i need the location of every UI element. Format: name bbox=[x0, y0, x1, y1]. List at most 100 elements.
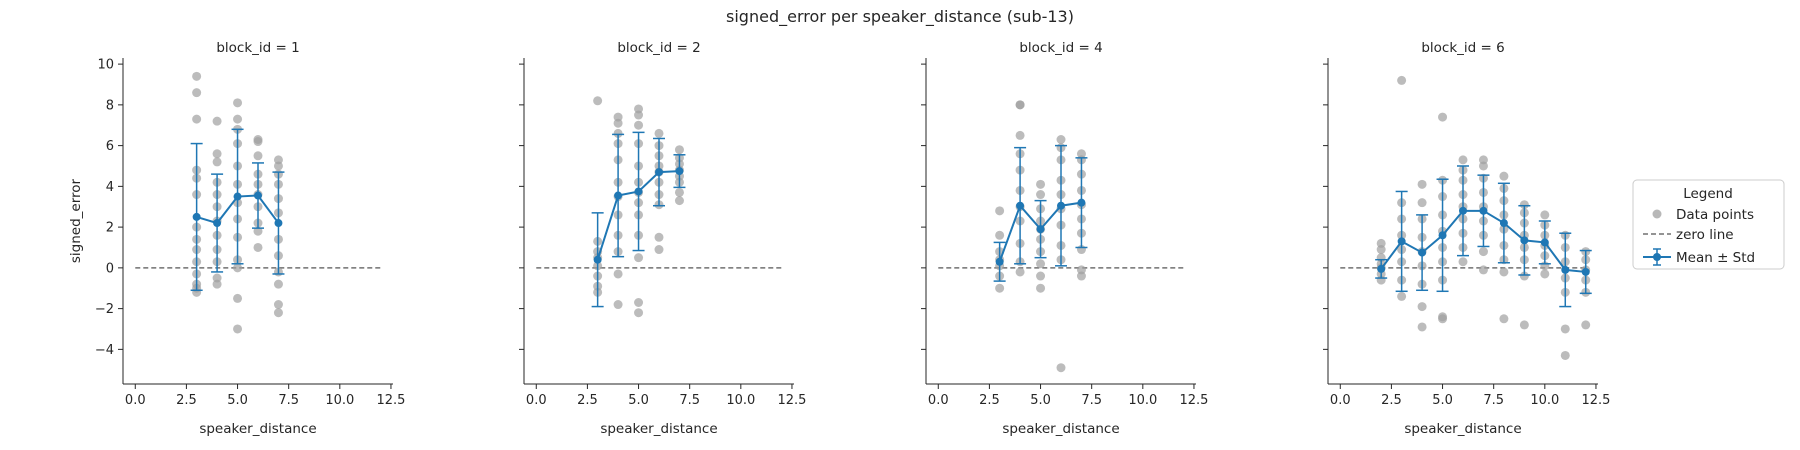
x-axis-label: speaker_distance bbox=[199, 421, 316, 437]
data-point bbox=[1036, 259, 1046, 269]
data-point bbox=[674, 145, 684, 155]
x-tick-label: 10.0 bbox=[1128, 393, 1157, 408]
figure-title: signed_error per speaker_distance (sub-1… bbox=[726, 7, 1074, 27]
data-point bbox=[654, 245, 664, 255]
x-tick-label: 10.0 bbox=[325, 393, 354, 408]
mean-point bbox=[1561, 265, 1570, 274]
y-tick-label: −2 bbox=[95, 302, 114, 317]
mean-point bbox=[1581, 267, 1590, 276]
data-point bbox=[273, 161, 283, 171]
data-point bbox=[1417, 198, 1427, 208]
mean-point bbox=[1016, 201, 1025, 210]
y-tick-label: 2 bbox=[106, 221, 114, 236]
legend: Legend Data points zero line Mean ± Std bbox=[1632, 179, 1785, 270]
mean-point bbox=[655, 168, 663, 177]
x-tick-label: 2.5 bbox=[979, 393, 1000, 408]
data-point bbox=[212, 116, 222, 126]
data-point bbox=[273, 308, 283, 318]
data-point bbox=[1519, 200, 1529, 210]
mean-point bbox=[192, 212, 201, 221]
data-point bbox=[1540, 210, 1550, 220]
data-point bbox=[253, 137, 263, 147]
mean-point bbox=[614, 191, 623, 200]
data-point bbox=[995, 206, 1005, 216]
data-point bbox=[1015, 267, 1025, 277]
data-point bbox=[593, 96, 603, 106]
data-point bbox=[1458, 155, 1468, 165]
legend-mean-marker bbox=[1643, 248, 1671, 266]
data-point bbox=[634, 308, 644, 318]
x-axis-label: speaker_distance bbox=[1002, 421, 1119, 437]
mean-point bbox=[1077, 198, 1086, 207]
y-axis-label: signed_error bbox=[68, 178, 84, 263]
mean-point bbox=[1438, 231, 1447, 240]
data-point bbox=[1397, 75, 1407, 85]
data-point bbox=[192, 71, 202, 81]
mean-point bbox=[1418, 248, 1427, 257]
mean-point bbox=[213, 219, 222, 228]
mean-point bbox=[1479, 206, 1488, 215]
x-tick-label: 12.5 bbox=[1581, 393, 1610, 408]
data-point bbox=[233, 324, 243, 334]
y-tick-label: 0 bbox=[106, 261, 114, 276]
data-point bbox=[654, 232, 664, 242]
legend-title: Legend bbox=[1683, 186, 1733, 202]
legend-frame bbox=[1632, 179, 1785, 270]
data-point bbox=[1438, 314, 1448, 324]
mean-point bbox=[1499, 219, 1508, 228]
x-axis-label: speaker_distance bbox=[1404, 421, 1521, 437]
data-point bbox=[192, 114, 202, 124]
data-point bbox=[1478, 247, 1488, 257]
mean-point bbox=[274, 219, 283, 228]
data-point bbox=[1458, 257, 1468, 267]
data-point bbox=[1056, 135, 1066, 144]
x-tick-label: 7.5 bbox=[278, 393, 299, 408]
data-point bbox=[995, 283, 1005, 293]
data-point bbox=[212, 149, 222, 159]
panel-title: block_id = 4 bbox=[1019, 40, 1102, 56]
y-tick-label: −4 bbox=[95, 343, 114, 358]
x-tick-label: 5.0 bbox=[1432, 393, 1453, 408]
data-point bbox=[212, 279, 222, 289]
data-point bbox=[1397, 291, 1407, 301]
panel-title: block_id = 6 bbox=[1421, 40, 1504, 56]
x-tick-label: 5.0 bbox=[628, 393, 649, 408]
data-point bbox=[674, 187, 684, 197]
data-point bbox=[1540, 269, 1550, 279]
legend-points-marker bbox=[1652, 209, 1662, 219]
x-axis-label: speaker_distance bbox=[600, 421, 717, 437]
x-tick-label: 2.5 bbox=[176, 393, 197, 408]
y-tick-label: 6 bbox=[106, 139, 114, 154]
data-point bbox=[1499, 314, 1509, 324]
mean-point bbox=[1459, 206, 1467, 215]
panel-1: 0.0 2.5 5.0 7.5 10.0 12.5 −4 −2 0 2 4 6 8 10 block_id … bbox=[68, 40, 405, 437]
data-point bbox=[1519, 271, 1529, 281]
data-point bbox=[1560, 350, 1570, 360]
data-point bbox=[613, 269, 623, 279]
data-point bbox=[253, 151, 263, 161]
y-tick-label: 8 bbox=[106, 98, 114, 113]
panel-3: 0.0 2.5 5.0 7.5 10.0 12.5 block_id = 4 speaker_… bbox=[921, 40, 1208, 437]
data-point bbox=[1015, 100, 1025, 110]
mean-point bbox=[1520, 236, 1529, 245]
data-point bbox=[192, 88, 202, 98]
mean-point bbox=[995, 257, 1004, 266]
legend-label-points: Data points bbox=[1676, 207, 1754, 223]
data-point bbox=[1036, 190, 1046, 200]
x-tick-label: 2.5 bbox=[1381, 393, 1402, 408]
data-point bbox=[1056, 363, 1066, 373]
data-point bbox=[1560, 324, 1570, 334]
data-point bbox=[233, 98, 243, 108]
x-tick-label: 7.5 bbox=[1483, 393, 1504, 408]
panel-title: block_id = 2 bbox=[617, 40, 700, 56]
data-point bbox=[1417, 322, 1427, 332]
legend-label-zero: zero line bbox=[1676, 227, 1734, 243]
data-point bbox=[1036, 179, 1046, 189]
mean-point bbox=[1036, 225, 1045, 234]
data-point bbox=[1036, 283, 1046, 293]
panel-2: 0.0 2.5 5.0 7.5 10.0 12.5 block_id = 2 speaker_… bbox=[519, 40, 806, 437]
x-tick-label: 12.5 bbox=[777, 393, 806, 408]
x-tick-label: 10.0 bbox=[1530, 393, 1559, 408]
x-tick-label: 7.5 bbox=[679, 393, 700, 408]
